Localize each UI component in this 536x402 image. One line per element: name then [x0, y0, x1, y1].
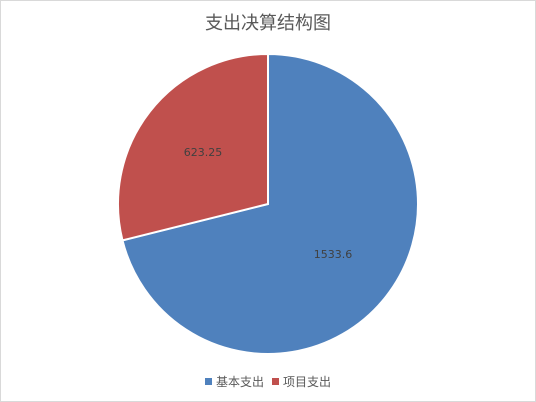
- legend-swatch-project: [272, 378, 279, 385]
- legend-item-basic: 基本支出: [204, 373, 264, 390]
- legend-label-project: 项目支出: [283, 375, 332, 389]
- data-label-project: 623.25: [184, 146, 223, 159]
- data-label-basic: 1533.6: [314, 248, 353, 261]
- legend: 基本支出 项目支出: [1, 373, 535, 390]
- chart-title: 支出决算结构图: [205, 13, 331, 34]
- pie-slice-basic: [121, 52, 419, 355]
- legend-item-project: 项目支出: [272, 373, 331, 390]
- legend-label-basic: 基本支出: [215, 375, 264, 389]
- pie-slice-project: [117, 52, 269, 242]
- legend-swatch-basic: [204, 378, 212, 385]
